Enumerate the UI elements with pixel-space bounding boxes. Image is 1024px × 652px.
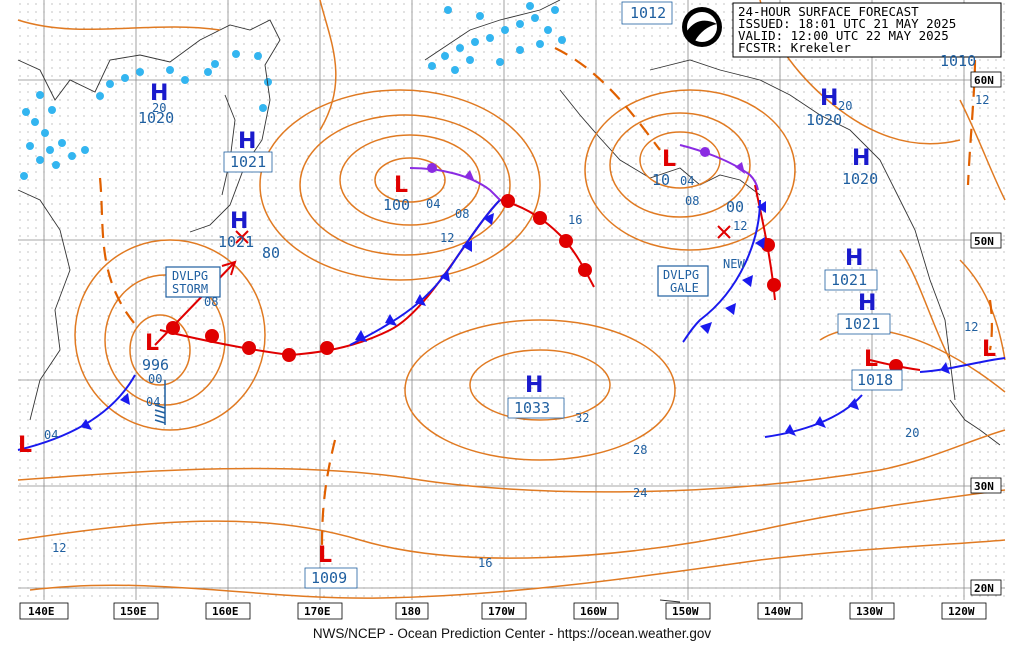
isobar-label: 16 (568, 213, 582, 227)
low-pressure-centers: L 996 L 100 L 10 00 L 1018 L 1009 L L (18, 147, 996, 589)
lon-label: 170E (304, 605, 331, 618)
wind-barb (154, 380, 166, 425)
forecast-header: 24-HOUR SURFACE FORECAST ISSUED: 18:01 U… (732, 2, 1002, 58)
high-center-2: H (230, 209, 248, 234)
isobar-label: 80 (262, 244, 280, 262)
isobar-label: 08 (455, 207, 469, 221)
low-center-edge-east: L (982, 337, 996, 362)
header-title: 24-HOUR SURFACE FORECAST (738, 4, 919, 19)
dotted-grid (18, 0, 1008, 598)
graticule (18, 0, 1005, 600)
isobar-labels: 20 80 08 04 08 12 16 04 08 12 32 28 24 1… (44, 93, 989, 570)
isobar-label: 12 (975, 93, 989, 107)
high-center-4: H (150, 81, 168, 106)
high-center-3-pressure: 1033 (514, 399, 550, 417)
isobar-label: 12 (964, 320, 978, 334)
isobar-label: 04 (680, 174, 694, 188)
header-issued: ISSUED: 18:01 UTC 21 MAY 2025 (738, 16, 956, 31)
low-center-1: L (145, 331, 159, 356)
storm-box-line-2: STORM (172, 282, 208, 296)
lat-label: 30N (974, 480, 994, 493)
center-x-marks (235, 225, 731, 244)
latitude-axis: 60N 50N 30N 20N (970, 71, 1002, 596)
lon-label: 150E (120, 605, 147, 618)
high-center-1-pressure: 1021 (230, 153, 266, 171)
isobar-label: 24 (633, 486, 647, 500)
high-center-8: H (852, 146, 870, 171)
lon-label: 180 (401, 605, 421, 618)
lat-label: 20N (974, 582, 994, 595)
lon-label: 130W (856, 605, 883, 618)
isobar-label: 20 (152, 101, 166, 115)
high-center-8-pressure: 1020 (842, 170, 878, 188)
longitude-axis: 140E 150E 160E 170E 180 170W 160W 150W 1… (19, 602, 987, 620)
low-center-6-pressure: 1009 (311, 569, 347, 587)
low-center-2-pressure: 100 (383, 196, 410, 214)
high-pressure-centers: H 1021 H 1021 H 1033 H 1020 H 1020 H 102… (138, 81, 891, 419)
high-center-1: H (238, 129, 256, 154)
pressure-label-edge-1: 1012 (630, 4, 666, 22)
gale-box-line-2: GALE (670, 281, 699, 295)
low-center-3: L (662, 147, 676, 172)
noaa-logo (682, 7, 722, 47)
high-center-5-pressure: 1020 (806, 111, 842, 129)
sea-ice-edge (20, 2, 566, 180)
lat-label: 60N (974, 74, 994, 87)
warm-front-bumps (166, 194, 903, 373)
high-center-7-pressure: 1021 (844, 315, 880, 333)
isobar-label: 16 (478, 556, 492, 570)
pressure-label-edge-2: 1010 (940, 52, 976, 70)
edge-pressures: 1012 1010 (621, 1, 976, 70)
isobar-label: 08 (204, 295, 218, 309)
isobar-label: 20 (905, 426, 919, 440)
low-center-3-pressure: 10 (652, 171, 670, 189)
lon-label: 120W (948, 605, 975, 618)
high-center-4-pressure: 1020 (138, 109, 174, 127)
low-center-1-pressure: 996 (142, 356, 169, 374)
new-label: NEW (723, 257, 745, 271)
gale-box-line-1: DVLPG (663, 268, 699, 282)
troughs (98, 47, 993, 546)
high-center-7: H (858, 291, 876, 316)
high-center-3: H (525, 373, 543, 398)
isobar-label: 28 (633, 443, 647, 457)
isobar-label: 04 (44, 428, 58, 442)
isobar-label: 12 (733, 219, 747, 233)
high-center-6-pressure: 1021 (831, 271, 867, 289)
header-valid: VALID: 12:00 UTC 22 MAY 2025 (738, 28, 949, 43)
footer-credit: NWS/NCEP - Ocean Prediction Center - htt… (312, 626, 712, 641)
isobar-label: 04 (426, 197, 440, 211)
warning-boxes: DVLPG STORM DVLPG GALE NEW (165, 257, 745, 298)
low-center-6: L (318, 543, 332, 568)
lon-label: 150W (672, 605, 699, 618)
isobar-label: 04 (146, 395, 160, 409)
isobar-label: 20 (838, 99, 852, 113)
low-center-4-pressure: 00 (726, 198, 744, 216)
lat-label: 50N (974, 235, 994, 248)
low-center-edge-west: L (18, 433, 32, 458)
isobar-label: 12 (52, 541, 66, 555)
storm-motion-arrow (154, 260, 237, 346)
header-forecaster: FCSTR: Krekeler (738, 40, 851, 55)
storm-box-line-1: DVLPG (172, 269, 208, 283)
isobar-label: 00 (148, 372, 162, 386)
occluded-symbols (427, 147, 745, 182)
isobar-label: 32 (575, 411, 589, 425)
low-center-2: L (394, 173, 408, 198)
lon-label: 160W (580, 605, 607, 618)
cold-front-barbs (80, 201, 950, 436)
lon-label: 160E (212, 605, 239, 618)
high-center-6: H (845, 246, 863, 271)
isobar-label: 08 (685, 194, 699, 208)
low-center-5: L (864, 347, 878, 372)
lon-label: 140W (764, 605, 791, 618)
isobar-label: 12 (440, 231, 454, 245)
high-center-2-pressure: 1021 (218, 233, 254, 251)
low-center-5-pressure: 1018 (857, 371, 893, 389)
lon-label: 170W (488, 605, 515, 618)
lon-label: 140E (28, 605, 55, 618)
high-center-5: H (820, 86, 838, 111)
